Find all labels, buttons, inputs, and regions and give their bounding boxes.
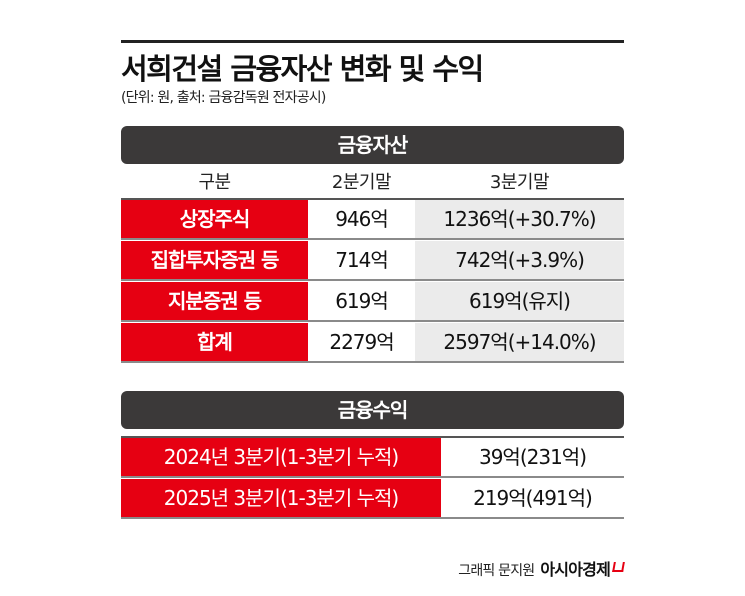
q3-value: 1236억(+30.7%) — [415, 200, 624, 238]
column-header-category: 구분 — [198, 172, 231, 193]
income-value: 219억(491억) — [473, 486, 593, 510]
row-label: 2025년 3분기(1-3분기 누적) — [121, 479, 441, 517]
q3-value: 619억(유지) — [415, 282, 624, 320]
table-row: 지분증권 등 619억 619억(유지) — [121, 282, 624, 322]
subtitle: (단위: 원, 출처: 금융감독원 전자공시) — [121, 90, 326, 106]
page-title: 서희건설 금융자산 변화 및 수익 — [121, 52, 484, 86]
q3-value: 2597억(+14.0%) — [415, 323, 624, 361]
section-band-financial-income: 금융수익 — [121, 391, 624, 429]
q2-value: 619억 — [335, 289, 389, 313]
table-row: 2025년 3분기(1-3분기 누적) 219억(491억) — [121, 479, 624, 519]
table-row: 2024년 3분기(1-3분기 누적) 39억(231억) — [121, 438, 624, 478]
row-label: 지분증권 등 — [121, 282, 308, 320]
row-label: 합계 — [121, 323, 308, 361]
header-divider — [121, 198, 624, 200]
q2-value: 714억 — [335, 248, 389, 272]
row-label: 상장주식 — [121, 200, 308, 238]
row-label: 2024년 3분기(1-3분기 누적) — [121, 438, 441, 476]
column-header-q3: 3분기말 — [489, 172, 550, 193]
top-rule — [121, 40, 624, 43]
brand-mark-icon — [612, 562, 625, 572]
brand-logo: 아시아경제 — [540, 560, 610, 579]
income-top-divider — [121, 436, 624, 438]
income-value: 39억(231억) — [478, 445, 587, 469]
row-label: 집합투자증권 등 — [121, 241, 308, 279]
table-row: 상장주식 946억 1236억(+30.7%) — [121, 200, 624, 240]
q2-value: 946억 — [335, 207, 389, 231]
q3-value: 742억(+3.9%) — [415, 241, 624, 279]
footer-credit: 그래픽 문지원 아시아경제 — [458, 560, 625, 581]
table-row-total: 합계 2279억 2597억(+14.0%) — [121, 323, 624, 363]
column-header-q2: 2분기말 — [331, 172, 392, 193]
q2-value: 2279억 — [329, 330, 394, 354]
section-band-financial-assets: 금융자산 — [121, 126, 624, 164]
table-row: 집합투자증권 등 714억 742억(+3.9%) — [121, 241, 624, 281]
graphic-credit: 그래픽 문지원 — [458, 563, 535, 579]
